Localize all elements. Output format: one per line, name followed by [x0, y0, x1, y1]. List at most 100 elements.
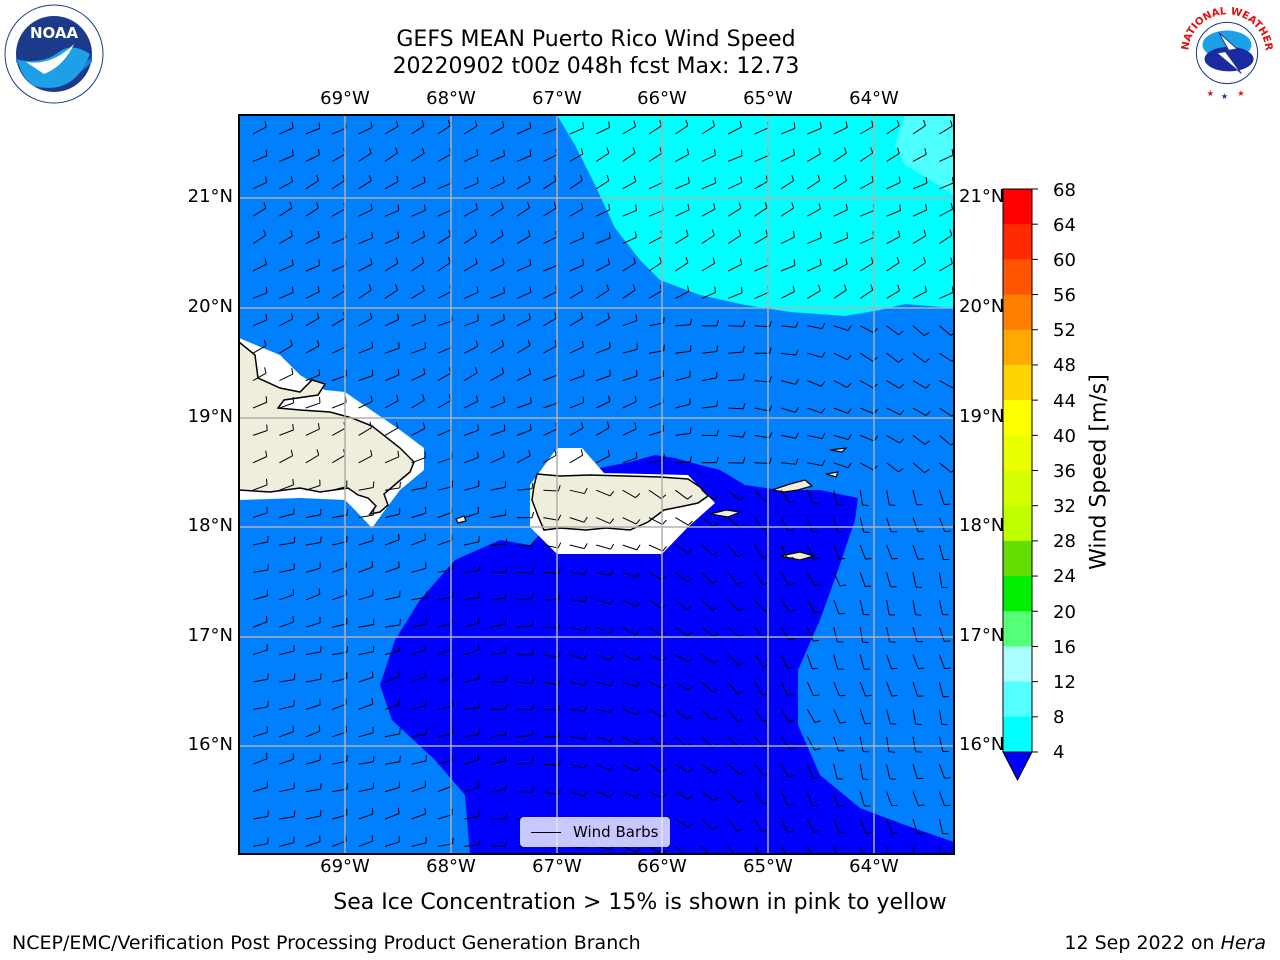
wind-barb: [252, 126, 267, 135]
wind-barb: [727, 846, 735, 854]
wind-barb-feather: [951, 358, 954, 362]
wind-barb: [358, 401, 373, 409]
wind-barb: [622, 375, 638, 382]
colorbar-segment: [1003, 189, 1032, 225]
wind-barb: [411, 347, 426, 354]
wind-barb-feather: [529, 149, 532, 156]
lat-label-right-17n: 17°N: [959, 625, 1005, 646]
wind-barb: [358, 514, 374, 519]
wind-barb-feather: [610, 569, 615, 576]
wind-barb-feather: [839, 694, 846, 697]
wind-barb-feather: [949, 229, 953, 236]
wind-barb: [675, 376, 691, 382]
wind-barb-feather: [769, 347, 772, 354]
colorbar-tick-16: 16: [1053, 637, 1076, 658]
wind-barb: [490, 514, 506, 519]
wind-barb: [543, 681, 559, 686]
wind-barb: [464, 759, 479, 765]
wind-barb-feather: [821, 460, 826, 466]
colorbar-segment: [1003, 470, 1032, 507]
wind-barb-feather: [554, 312, 557, 319]
wind-barb: [543, 428, 558, 436]
wind-barb-feather: [737, 828, 743, 832]
lon-label-top-68w: 68°W: [426, 88, 476, 109]
wind-barb: [622, 457, 637, 464]
wind-barb: [780, 818, 789, 833]
wind-barb: [569, 179, 583, 190]
wind-barb: [490, 263, 505, 272]
wind-barb-feather: [606, 284, 610, 291]
wind-barb: [780, 380, 796, 385]
wind-barb: [780, 154, 795, 162]
wind-barb: [490, 543, 506, 546]
wind-barb-feather: [687, 685, 693, 691]
wind-barb-feather: [847, 325, 852, 331]
colorbar-tick-48: 48: [1053, 355, 1076, 376]
wind-barb-feather: [787, 693, 794, 696]
wind-barb-feather: [662, 656, 667, 662]
wind-barb: [305, 127, 320, 135]
wind-barb-feather: [865, 831, 872, 834]
wind-barb: [516, 292, 531, 299]
wind-barb: [859, 126, 874, 135]
colorbar-tick-24: 24: [1053, 566, 1076, 587]
wind-barb: [596, 708, 611, 714]
wind-barb-feather: [320, 536, 322, 543]
wind-barb-feather: [528, 368, 531, 375]
wind-barb-feather: [818, 148, 821, 155]
wind-barb-feather: [553, 202, 557, 209]
map-frame: [238, 114, 955, 855]
wind-barb: [464, 541, 479, 546]
wind-barb-feather: [583, 543, 588, 549]
wind-barb: [912, 262, 926, 272]
wind-barb: [252, 319, 267, 327]
wind-barb: [780, 127, 796, 135]
wind-barb: [305, 841, 321, 847]
wind-barb: [939, 154, 954, 162]
wind-barb: [569, 681, 585, 686]
wind-barb-feather: [687, 631, 693, 637]
wind-barb: [516, 455, 531, 464]
wind-barb: [305, 567, 321, 573]
noaa-logo-text: NOAA: [30, 24, 79, 42]
svg-text:★: ★: [1207, 88, 1214, 98]
wind-barb: [332, 594, 347, 601]
wind-barb: [727, 181, 742, 190]
wind-barb-feather: [739, 121, 742, 128]
wind-barb: [780, 599, 791, 613]
wind-barb-feather: [737, 553, 744, 558]
footer-host: Hera: [1220, 932, 1266, 954]
wind-barb: [490, 401, 505, 409]
wind-barb-feather: [716, 345, 719, 352]
wind-barb: [464, 844, 480, 847]
wind-barb-feather: [814, 610, 821, 614]
wind-barb-feather: [686, 605, 692, 611]
wind-barb-feather: [689, 345, 692, 352]
wind-barb-feather: [739, 496, 745, 501]
wind-barb: [332, 703, 347, 710]
wind-barb-feather: [813, 831, 820, 834]
wind-barb: [437, 457, 453, 464]
wind-barb: [675, 125, 689, 135]
wind-barb: [754, 155, 769, 162]
wind-barb: [279, 484, 294, 491]
wind-barb: [411, 152, 425, 162]
wind-barb: [754, 818, 763, 833]
wind-barb-feather: [897, 230, 901, 237]
wind-barb-feather: [583, 625, 588, 632]
wind-barb: [305, 815, 321, 820]
wind-barb: [780, 791, 788, 806]
wind-barb: [728, 434, 744, 438]
wind-barb: [411, 512, 426, 519]
wind-barb: [701, 377, 717, 382]
wind-barb: [305, 345, 320, 354]
wind-barb: [252, 263, 267, 272]
wind-barb-feather: [634, 422, 637, 430]
wind-barb: [807, 380, 822, 387]
wind-barb-feather: [424, 204, 426, 211]
wind-barb-feather: [291, 121, 294, 128]
colorbar-tick-20: 20: [1053, 602, 1076, 623]
wind-barb: [675, 736, 688, 747]
wind-barb-feather: [504, 646, 507, 653]
wind-barb: [305, 485, 321, 491]
